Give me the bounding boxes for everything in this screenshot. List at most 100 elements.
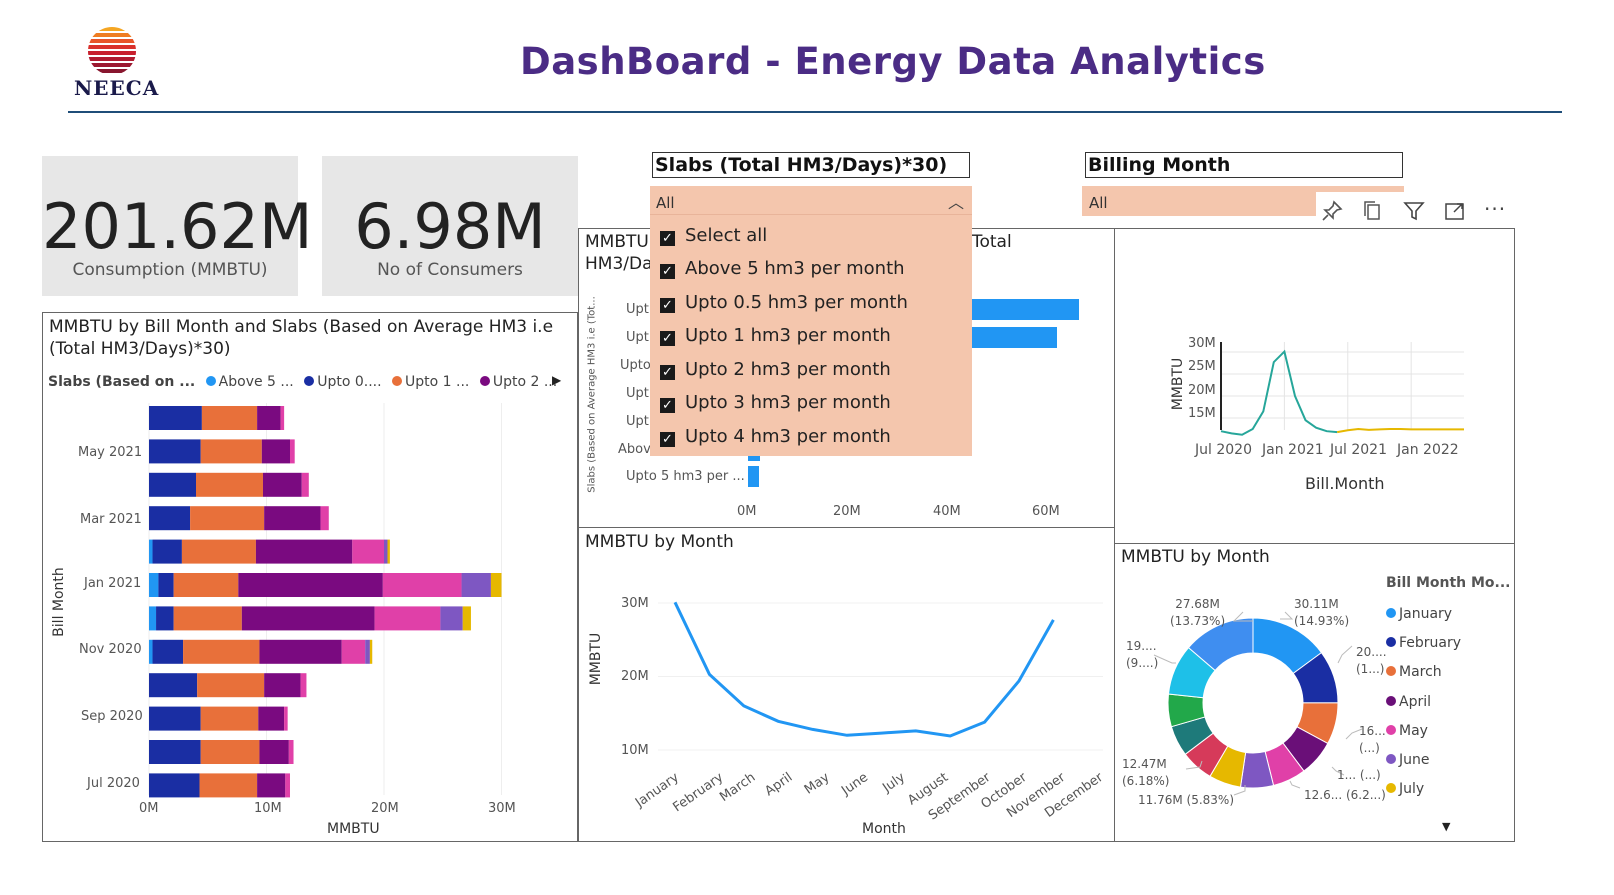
stacked-bar-segment[interactable] [280,406,285,430]
stacked-bar-segment[interactable] [199,773,258,798]
legend-item[interactable]: July [1386,775,1461,804]
checkbox-checked-icon[interactable]: ✓ [660,298,675,313]
stacked-bar-segment[interactable] [149,706,201,731]
stacked-bar-segment[interactable] [264,506,321,531]
checkbox-checked-icon[interactable]: ✓ [660,398,675,413]
bill-month-line-panel[interactable] [1114,228,1515,544]
stacked-bar-segment[interactable] [320,506,329,531]
legend-item[interactable]: May [1386,717,1461,746]
stacked-bar-segment[interactable] [149,439,201,464]
stacked-bar-segment[interactable] [290,439,295,464]
stacked-bar-segment[interactable] [261,439,290,464]
stacked-bar-segment[interactable] [152,639,184,664]
dropdown-option[interactable]: ✓ Upto 4 hm3 per month [660,426,891,447]
checkbox-checked-icon[interactable]: ✓ [660,231,675,246]
legend-item[interactable]: March [1386,658,1461,687]
stacked-bar-segment[interactable] [200,706,259,731]
pin-icon[interactable] [1320,199,1344,223]
dropdown-option[interactable]: ✓ Upto 2 hm3 per month [660,359,891,380]
dropdown-option[interactable]: ✓ Upto 0.5 hm3 per month [660,292,908,313]
stacked-bar-segment[interactable] [152,539,182,564]
stacked-bar-segment[interactable] [262,472,302,497]
stacked-bar-segment[interactable] [258,706,285,731]
stacked-bar-segment[interactable] [285,773,290,798]
stacked-bar-segment[interactable] [374,606,441,631]
stacked-bar-segment[interactable] [387,539,390,564]
dropdown-option[interactable]: ✓ Select all [660,225,767,246]
legend-item[interactable]: Upto 0.... [298,374,382,390]
checkbox-checked-icon[interactable]: ✓ [660,264,675,279]
legend-next-arrow-icon[interactable]: ▶ [552,373,562,387]
stacked-bar-segment[interactable] [196,472,263,497]
legend-item[interactable]: Upto 2 ... [474,374,557,390]
stacked-bar-segment[interactable] [384,539,388,564]
stacked-bar-segment[interactable] [149,773,200,798]
copy-icon[interactable] [1361,199,1385,223]
stacked-bar-segment[interactable] [149,472,196,497]
stacked-bar-segment[interactable] [200,740,260,764]
stacked-bar-segment[interactable] [149,539,153,564]
legend-item[interactable]: January [1386,600,1461,629]
stacked-bar-segment[interactable] [181,539,256,564]
stacked-bar-segment[interactable] [257,773,286,798]
stacked-bar-segment[interactable] [200,439,262,464]
stacked-bar-segment[interactable] [257,406,281,430]
legend-item[interactable]: June [1386,746,1461,775]
stacked-bar-segment[interactable] [158,573,174,597]
stacked-bar-segment[interactable] [149,606,157,631]
stacked-bar-segment[interactable] [183,639,260,664]
stacked-bar-segment[interactable] [259,639,342,664]
donut-slice[interactable] [1187,617,1254,672]
month-line-panel[interactable] [578,527,1115,842]
stacked-bar-segment[interactable] [190,506,265,531]
billing-selected-value[interactable]: All [1089,194,1108,212]
dropdown-option[interactable]: ✓ Upto 1 hm3 per month [660,325,891,346]
legend-scroll-down-icon[interactable]: ▼ [1442,820,1451,833]
stacked-bar-segment[interactable] [173,573,239,597]
stacked-bar-segment[interactable] [259,740,289,764]
kpi-card-consumers[interactable]: 6.98M No of Consumers [322,156,578,296]
slabs-slicer-dropdown[interactable]: All ︿ ✓ Select all ✓ Above 5 hm3 per month… [650,186,972,456]
slab-bar[interactable] [748,455,760,461]
stacked-bar-segment[interactable] [490,573,502,597]
legend-item[interactable]: February [1386,629,1461,658]
chevron-up-icon[interactable]: ︿ [947,193,964,212]
stacked-bar-segment[interactable] [284,706,288,731]
stacked-bar-segment[interactable] [156,606,174,631]
checkbox-checked-icon[interactable]: ✓ [660,365,675,380]
kpi-card-consumption[interactable]: 201.62M Consumption (MMBTU) [42,156,312,296]
slab-bar[interactable] [972,327,1057,348]
checkbox-checked-icon[interactable]: ✓ [660,331,675,346]
stacked-bar-segment[interactable] [440,606,463,631]
stacked-bar-segment[interactable] [382,573,462,597]
more-options-icon[interactable]: ··· [1484,197,1507,221]
legend-item[interactable]: Upto 1 ... [386,374,469,390]
stacked-bar-segment[interactable] [461,573,491,597]
stacked-bar-segment[interactable] [149,639,153,664]
stacked-bar-segment[interactable] [300,673,307,698]
stacked-bar-segment[interactable] [365,639,370,664]
dropdown-option[interactable]: ✓ Upto 3 hm3 per month [660,392,891,413]
stacked-bar-segment[interactable] [201,406,258,430]
slab-bar[interactable] [748,466,759,487]
stacked-bar-segment[interactable] [149,673,198,698]
checkbox-checked-icon[interactable]: ✓ [660,432,675,447]
stacked-bar-segment[interactable] [301,472,309,497]
stacked-bar-segment[interactable] [149,740,201,764]
stacked-bar-segment[interactable] [149,506,191,531]
stacked-bar-segment[interactable] [173,606,242,631]
stacked-bar-segment[interactable] [288,740,294,764]
stacked-bar-segment[interactable] [149,406,202,430]
slab-bar[interactable] [972,299,1079,320]
slabs-selected-value[interactable]: All [656,194,675,212]
stacked-bar-segment[interactable] [462,606,471,631]
legend-item[interactable]: Above 5 ... [200,374,294,390]
stacked-bar-segment[interactable] [264,673,301,698]
stacked-bar-segment[interactable] [238,573,383,597]
stacked-bar-segment[interactable] [241,606,375,631]
filter-icon[interactable] [1402,199,1426,223]
stacked-bar-segment[interactable] [149,573,159,597]
dropdown-option[interactable]: ✓ Above 5 hm3 per month [660,258,905,279]
stacked-bar-segment[interactable] [369,639,373,664]
stacked-bar-segment[interactable] [352,539,384,564]
